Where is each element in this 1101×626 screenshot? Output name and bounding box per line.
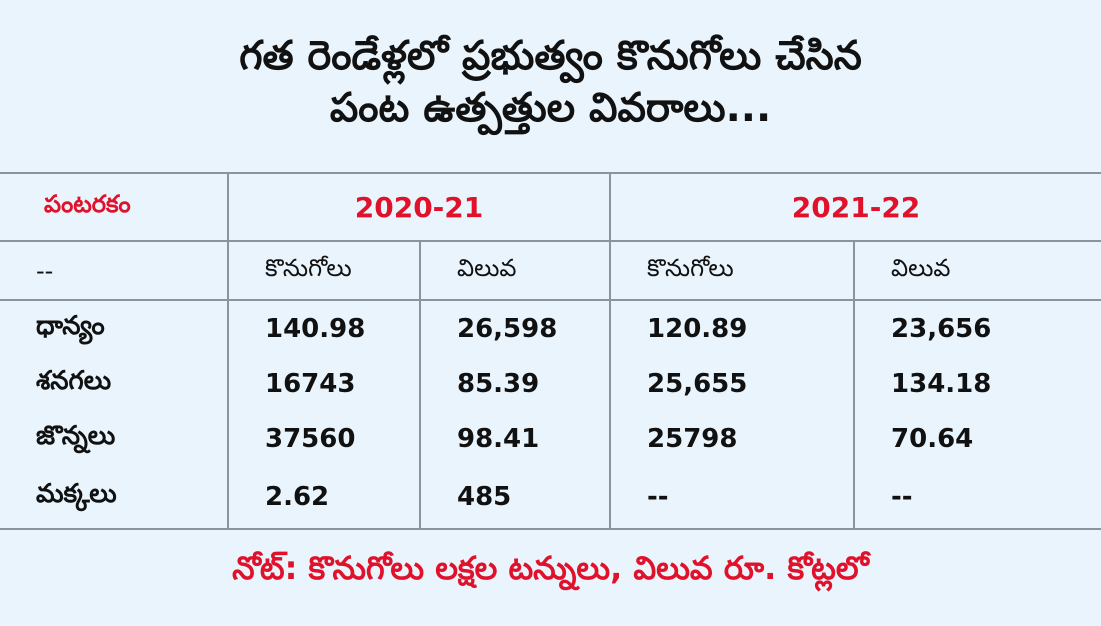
value-2020: 98.41 — [418, 411, 612, 466]
table-subheader-row: -- కొనుగోలు విలువ కొనుగోలు విలువ — [0, 240, 1101, 301]
infographic-title: గత రెండేళ్లలో ప్రభుత్వం కొనుగోలు చేసిన ప… — [0, 0, 1101, 172]
procurement-table: పంటరకం 2020-21 2021-22 -- కొనుగోలు విలువ… — [0, 172, 1101, 530]
table-row: ధాన్యం 140.98 26,598 120.89 23,656 — [0, 300, 1101, 356]
year-header-2020-21: 2020-21 — [226, 172, 612, 242]
crop-name: ధాన్యం — [0, 300, 229, 356]
purchase-2021: 25798 — [609, 411, 856, 466]
purchase-2020: 37560 — [227, 411, 421, 466]
subheader-value-2020: విలువ — [418, 240, 612, 301]
crop-name: జొన్నలు — [0, 411, 229, 466]
table-row: జొన్నలు 37560 98.41 25798 70.64 — [0, 411, 1101, 466]
value-2020: 485 — [418, 466, 612, 530]
subheader-purchase-2020: కొనుగోలు — [227, 240, 421, 301]
value-2021: -- — [853, 466, 1101, 530]
title-line-1: గత రెండేళ్లలో ప్రభుత్వం కొనుగోలు చేసిన — [239, 33, 862, 79]
crop-name: మక్కలు — [0, 466, 229, 530]
purchase-2020: 16743 — [227, 356, 421, 411]
purchase-2021: 25,655 — [609, 356, 856, 411]
value-2020: 26,598 — [418, 300, 612, 356]
purchase-2021: 120.89 — [609, 300, 856, 356]
crop-type-header: పంటరకం — [0, 172, 229, 242]
purchase-2021: -- — [609, 466, 856, 530]
purchase-2020: 2.62 — [227, 466, 421, 530]
value-2020: 85.39 — [418, 356, 612, 411]
table-header-row: పంటరకం 2020-21 2021-22 — [0, 172, 1101, 242]
subheader-purchase-2021: కొనుగోలు — [609, 240, 856, 301]
subheader-value-2021: విలువ — [853, 240, 1101, 301]
value-2021: 70.64 — [853, 411, 1101, 466]
table-row: శనగలు 16743 85.39 25,655 134.18 — [0, 356, 1101, 411]
table-row: మక్కలు 2.62 485 -- -- — [0, 466, 1101, 530]
crop-name: శనగలు — [0, 356, 229, 411]
year-header-2021-22: 2021-22 — [609, 172, 1101, 242]
subheader-first: -- — [0, 240, 229, 301]
value-2021: 23,656 — [853, 300, 1101, 356]
title-line-2: పంట ఉత్పత్తుల వివరాలు... — [329, 85, 772, 131]
units-note: నోట్: కొనుగోలు లక్షల టన్నులు, విలువ రూ. … — [232, 549, 869, 587]
purchase-2020: 140.98 — [227, 300, 421, 356]
value-2021: 134.18 — [853, 356, 1101, 411]
